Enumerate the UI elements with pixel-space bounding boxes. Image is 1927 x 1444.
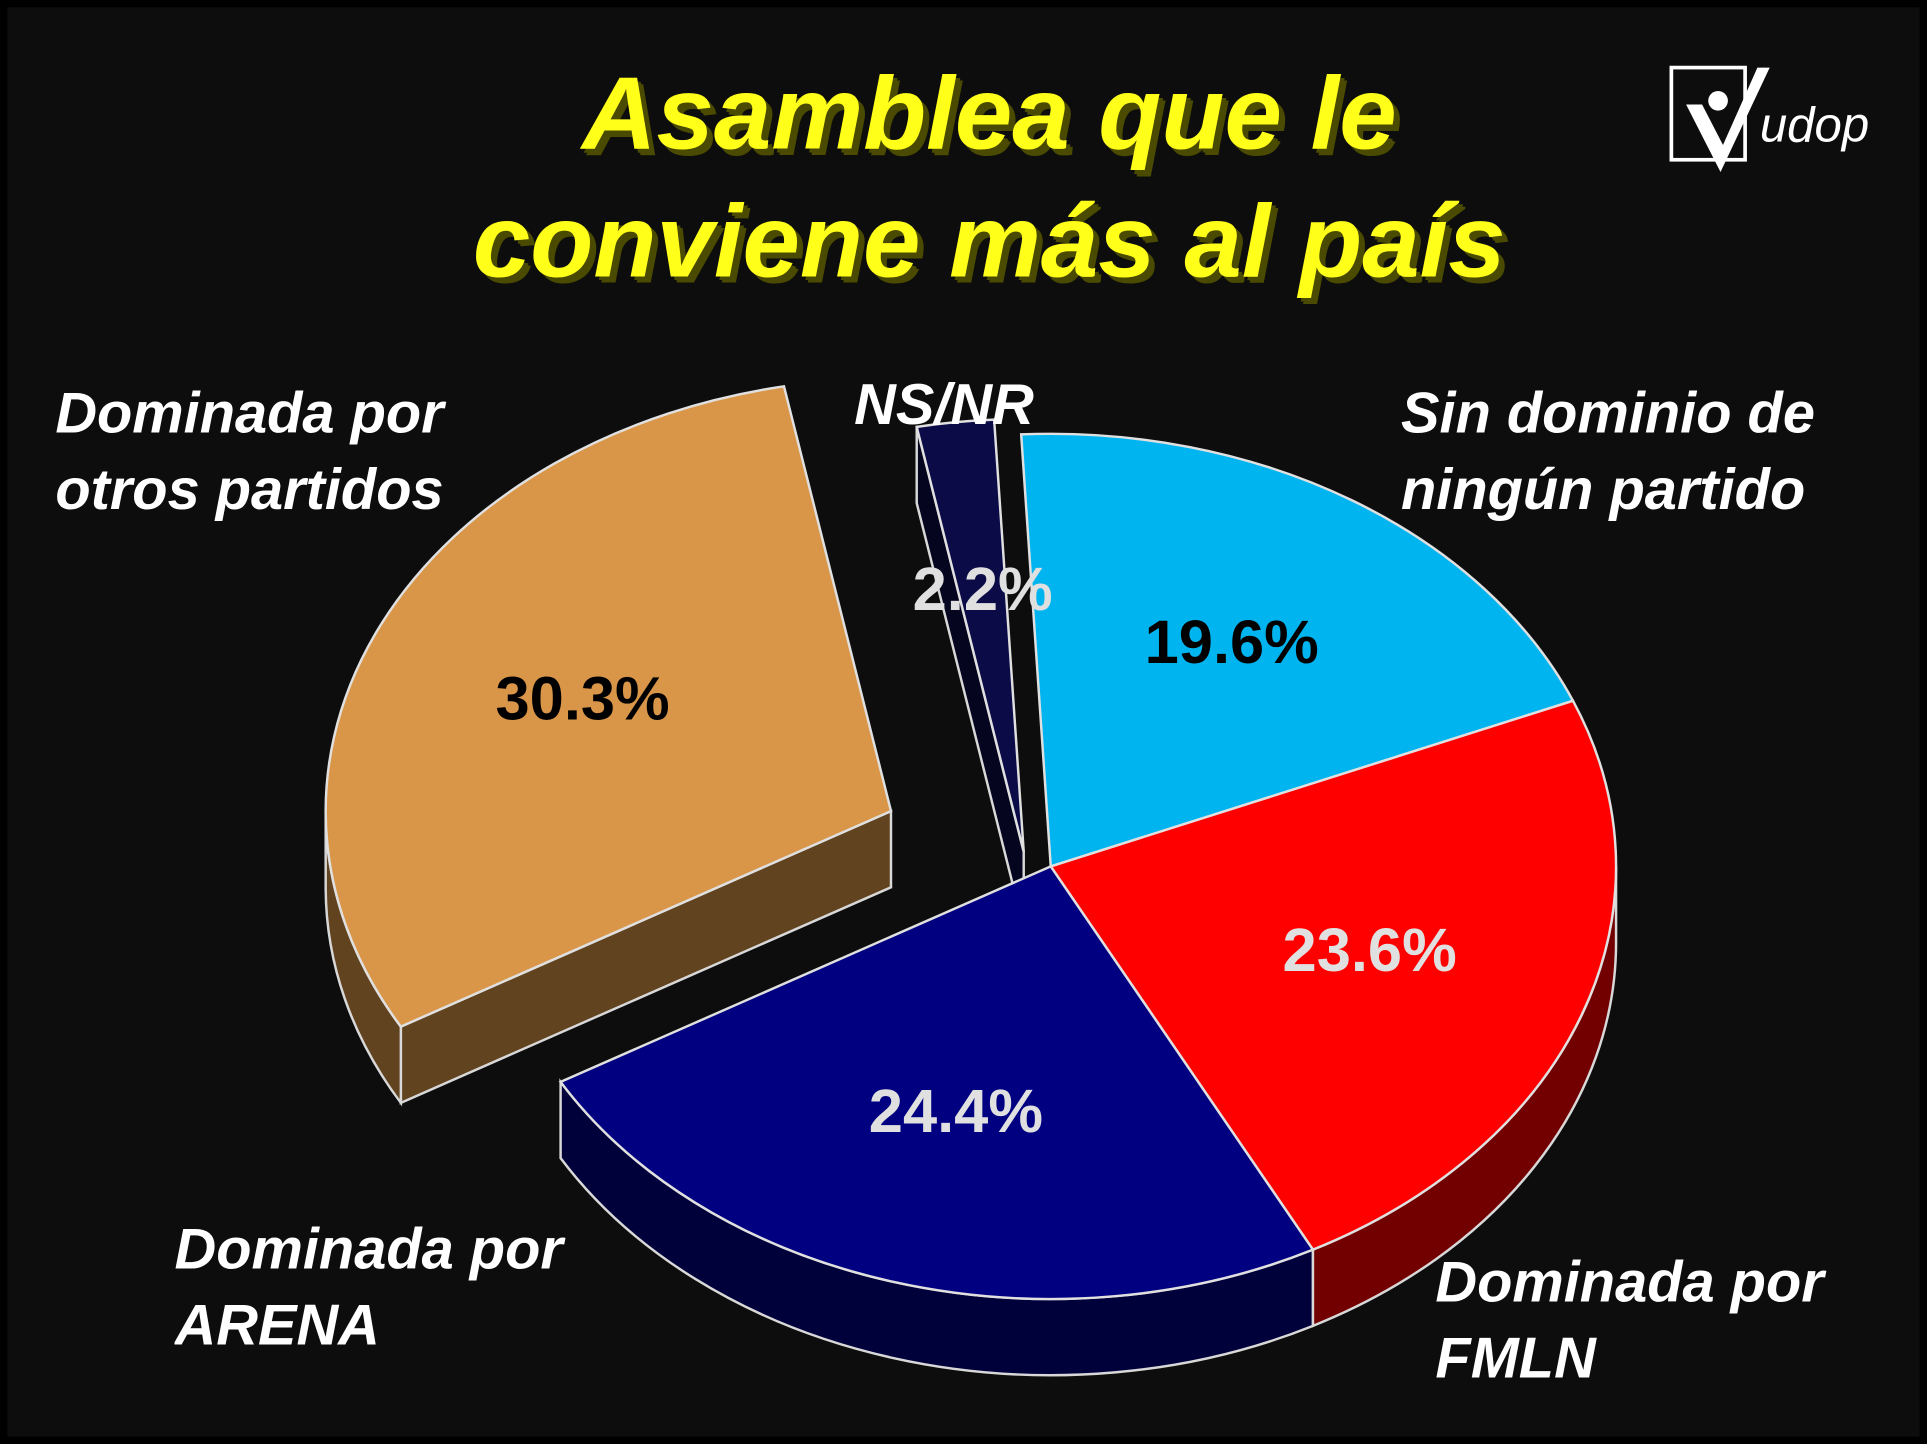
- category-label: Dominada por FMLN: [1435, 1248, 1824, 1390]
- logo-dot: [1708, 90, 1728, 111]
- category-label-box: NS/NR: [854, 371, 1034, 437]
- pie-slice: [558, 864, 1315, 1301]
- category-label-box: Sin dominio de ningún partido: [1401, 379, 1815, 522]
- category-label: Dominada por otros partidos: [55, 379, 444, 522]
- value-label: 24.4%: [869, 1077, 1043, 1146]
- pie-slice: [915, 418, 1025, 852]
- pie-slice: [1019, 432, 1575, 869]
- value-label: 23.6%: [1283, 916, 1457, 985]
- pie-slice: [324, 384, 893, 1029]
- chart-title: Asamblea que le conviene más al país: [472, 55, 1506, 299]
- category-label: Sin dominio de ningún partido: [1401, 379, 1815, 522]
- labels: 19.6% Sin dominio de ningún partido 23.6% D…: [55, 371, 1824, 1390]
- category-label-box: Dominada por otros partidos: [55, 379, 444, 522]
- pie-slice: [1048, 699, 1618, 1252]
- logo-text: udop: [1760, 98, 1869, 152]
- value-label: 19.6%: [1145, 608, 1319, 677]
- category-label-box: Dominada por ARENA: [174, 1215, 563, 1357]
- category-label: Dominada por ARENA: [174, 1215, 563, 1357]
- category-label-box: Dominada por FMLN: [1435, 1248, 1824, 1390]
- category-label: NS/NR: [854, 371, 1034, 437]
- value-label: 30.3%: [495, 664, 669, 733]
- logo: udop: [1669, 65, 1869, 173]
- slice-sides: [324, 426, 1618, 1377]
- title-box: Asamblea que le conviene más al país: [472, 55, 1506, 299]
- logo-check: [1686, 67, 1770, 173]
- slice-tops: [324, 384, 1618, 1301]
- value-label: 2.2%: [913, 555, 1053, 624]
